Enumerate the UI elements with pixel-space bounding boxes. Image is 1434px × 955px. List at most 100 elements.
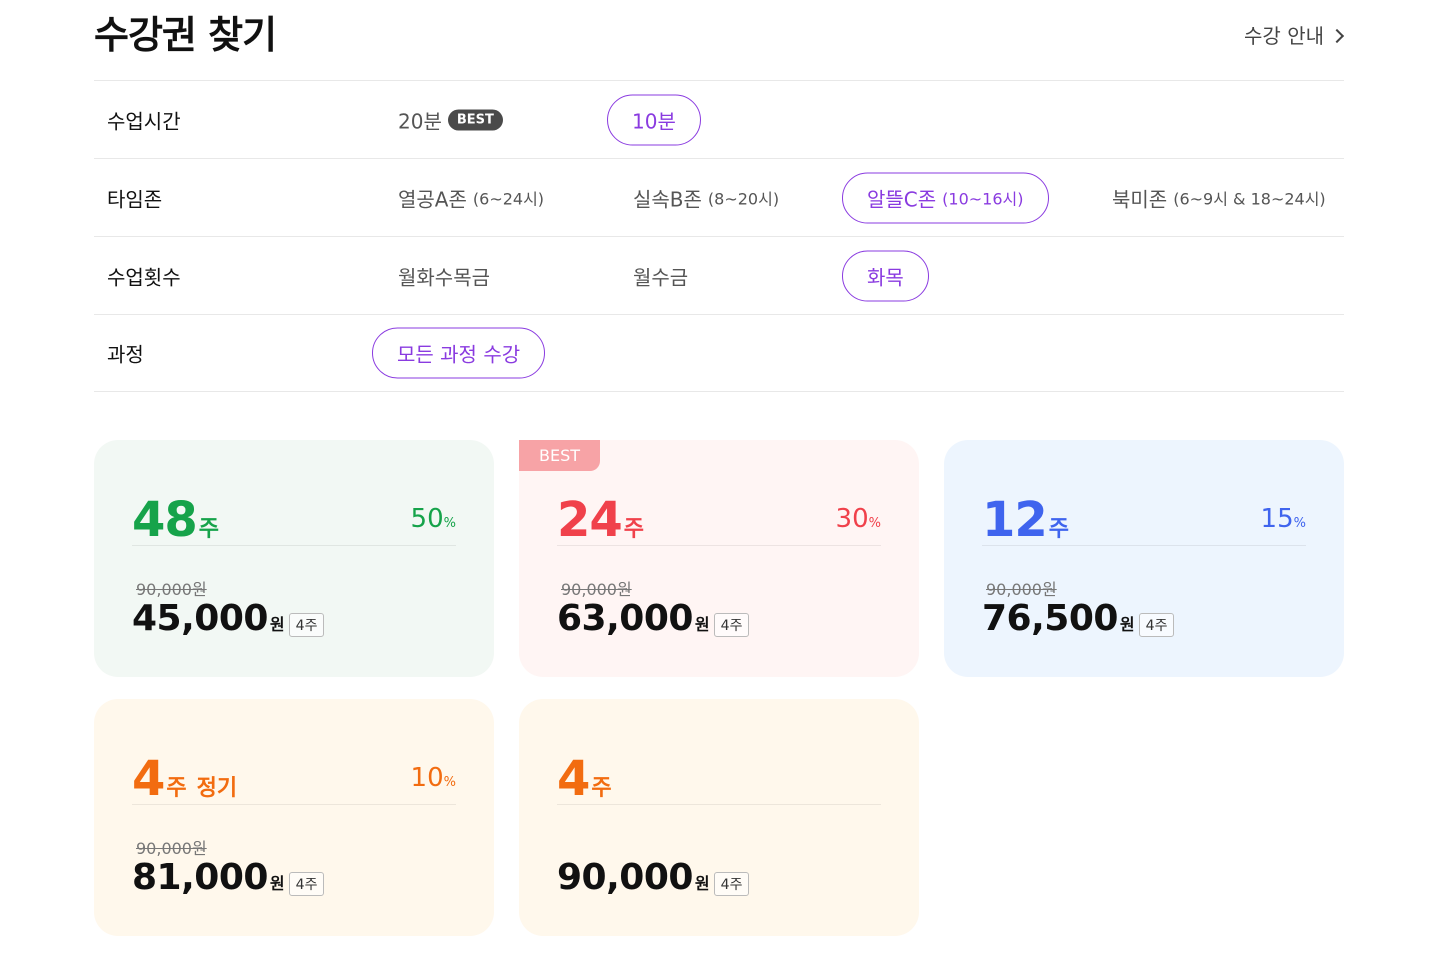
option-zone-a[interactable]: 열공A존 (6~24시) xyxy=(398,183,544,212)
option-zone-na[interactable]: 북미존 (6~9시 & 18~24시) xyxy=(1112,183,1326,212)
best-corner-badge: BEST xyxy=(519,440,601,471)
option-label: 북미존 xyxy=(1112,187,1168,211)
price-won: 원 xyxy=(694,874,710,893)
option-tue-thu[interactable]: 화목 xyxy=(842,250,929,301)
filter-label-course: 과정 xyxy=(107,342,144,367)
option-sub: (8~20시) xyxy=(707,189,780,209)
price-period: 4주 xyxy=(713,613,750,637)
weeks-number: 24 xyxy=(557,492,623,548)
price-amount: 90,000 xyxy=(557,857,693,898)
price-amount: 76,500 xyxy=(982,598,1118,639)
price-period: 4주 xyxy=(1138,613,1175,637)
filter-label-time: 수업시간 xyxy=(107,109,181,133)
option-sub: (6~24시) xyxy=(472,189,545,209)
plan-price: 63,000 원 4주 xyxy=(557,598,750,639)
filter-label-freq: 수업횟수 xyxy=(107,265,181,289)
price-period: 4주 xyxy=(288,872,325,896)
price-period: 4주 xyxy=(713,872,750,896)
weeks-unit: 주 xyxy=(198,517,220,542)
option-label: 월화수목금 xyxy=(398,265,490,289)
guide-link[interactable]: 수강 안내 xyxy=(1244,20,1345,49)
original-price: 90,000원 xyxy=(986,580,1057,599)
discount-rate: 15% xyxy=(1261,504,1306,534)
filter-row-course: 과정 모든 과정 수강 xyxy=(94,314,1344,392)
option-label: 10분 xyxy=(632,109,676,133)
weeks-unit: 주 xyxy=(623,517,645,542)
discount-rate: 30% xyxy=(836,504,881,534)
option-label: 실속B존 xyxy=(633,187,702,211)
discount-pct: % xyxy=(868,516,881,531)
price-amount: 81,000 xyxy=(132,857,268,898)
filter-label-zone: 타임존 xyxy=(107,187,163,211)
price-won: 원 xyxy=(269,874,285,893)
plan-weeks: 12 주 xyxy=(982,492,1069,548)
discount-number: 30 xyxy=(835,504,869,534)
filter-row-zone: 타임존 열공A존 (6~24시) 실속B존 (8~20시) 알뜰C존 (10~1… xyxy=(94,158,1344,236)
card-divider xyxy=(132,804,456,805)
option-mon-fri[interactable]: 월화수목금 xyxy=(398,261,490,290)
page-title: 수강권 찾기 xyxy=(94,13,277,57)
plan-price: 81,000 원 4주 xyxy=(132,857,325,898)
guide-link-label: 수강 안내 xyxy=(1244,24,1324,48)
plan-card-12[interactable]: 12 주 15% 90,000원 76,500 원 4주 xyxy=(944,440,1344,677)
option-label: 화목 xyxy=(867,265,904,289)
discount-pct: % xyxy=(443,775,456,790)
discount-number: 10 xyxy=(410,763,444,793)
weeks-number: 48 xyxy=(132,492,198,548)
filter-row-time: 수업시간 20분 BEST 10분 xyxy=(94,80,1344,158)
weeks-unit: 주 xyxy=(1048,517,1070,542)
filter-panel: 수업시간 20분 BEST 10분 타임존 열공A존 (6~24시) 실속B존 … xyxy=(94,80,1344,392)
plan-card-24[interactable]: BEST 24 주 30% 90,000원 63,000 원 4주 xyxy=(519,440,919,677)
discount-pct: % xyxy=(443,516,456,531)
weeks-extra: 정기 xyxy=(196,776,238,801)
card-divider xyxy=(557,545,881,546)
plan-price: 90,000 원 4주 xyxy=(557,857,750,898)
price-won: 원 xyxy=(1119,615,1135,634)
discount-number: 15 xyxy=(1260,504,1294,534)
price-amount: 63,000 xyxy=(557,598,693,639)
option-label: 알뜰C존 xyxy=(867,187,937,211)
weeks-number: 12 xyxy=(982,492,1048,548)
option-sub: (6~9시 & 18~24시) xyxy=(1173,189,1326,209)
best-badge: BEST xyxy=(447,109,503,130)
chevron-right-icon xyxy=(1329,28,1345,43)
option-20min[interactable]: 20분 BEST xyxy=(398,105,503,134)
weeks-number: 4 xyxy=(132,751,165,807)
option-label: 월수금 xyxy=(633,265,689,289)
plan-price: 76,500 원 4주 xyxy=(982,598,1175,639)
card-divider xyxy=(132,545,456,546)
option-sub: (10~16시) xyxy=(942,189,1024,209)
price-period: 4주 xyxy=(288,613,325,637)
option-label: 모든 과정 수강 xyxy=(397,342,521,367)
plan-weeks: 48 주 xyxy=(132,492,219,548)
original-price: 90,000원 xyxy=(136,580,207,599)
weeks-number: 4 xyxy=(557,751,590,807)
price-won: 원 xyxy=(694,615,710,634)
option-10min[interactable]: 10분 xyxy=(607,94,701,145)
plan-card-48[interactable]: 48 주 50% 90,000원 45,000 원 4주 xyxy=(94,440,494,677)
option-label: 20분 xyxy=(398,109,442,133)
card-divider xyxy=(982,545,1306,546)
option-zone-c[interactable]: 알뜰C존 (10~16시) xyxy=(842,172,1049,223)
original-price: 90,000원 xyxy=(136,839,207,858)
option-all-courses[interactable]: 모든 과정 수강 xyxy=(372,327,546,379)
original-price: 90,000원 xyxy=(561,580,632,599)
plan-price: 45,000 원 4주 xyxy=(132,598,325,639)
price-won: 원 xyxy=(269,615,285,634)
discount-rate: 50% xyxy=(411,504,456,534)
card-divider xyxy=(557,804,881,805)
weeks-unit: 주 xyxy=(166,776,187,801)
plan-weeks: 24 주 xyxy=(557,492,644,548)
discount-rate: 10% xyxy=(411,763,456,793)
option-label: 열공A존 xyxy=(398,187,467,211)
discount-pct: % xyxy=(1293,516,1306,531)
filter-row-freq: 수업횟수 월화수목금 월수금 화목 xyxy=(94,236,1344,314)
option-zone-b[interactable]: 실속B존 (8~20시) xyxy=(633,183,779,212)
plan-card-4-regular[interactable]: 4 주 정기 10% 90,000원 81,000 원 4주 xyxy=(94,699,494,936)
price-amount: 45,000 xyxy=(132,598,268,639)
discount-number: 50 xyxy=(410,504,444,534)
option-mon-wed-fri[interactable]: 월수금 xyxy=(633,261,688,290)
plan-card-4[interactable]: 4 주 90,000 원 4주 xyxy=(519,699,919,936)
plan-weeks: 4 주 정기 xyxy=(132,751,237,807)
weeks-unit: 주 xyxy=(591,776,612,801)
